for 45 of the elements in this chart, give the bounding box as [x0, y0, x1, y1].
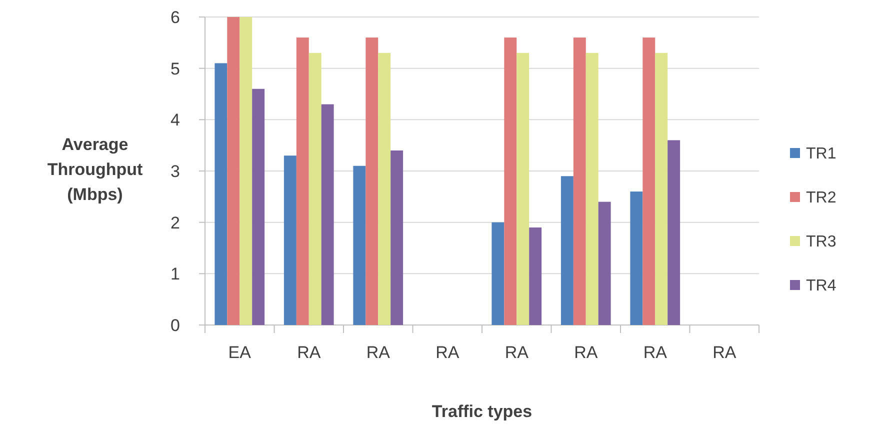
bar — [284, 156, 296, 325]
y-tick-label: 4 — [170, 110, 180, 130]
y-tick-label: 1 — [170, 264, 180, 284]
y-tick-label: 3 — [170, 162, 180, 181]
bar — [252, 88, 265, 325]
x-tick-label: RA — [504, 343, 530, 362]
bar — [390, 150, 404, 325]
bar — [586, 52, 598, 325]
x-tick-label: RA — [366, 343, 391, 362]
bar — [655, 52, 668, 325]
y-tick-label: 6 — [170, 8, 180, 27]
y-axis-title: Average Throughput (Mbps) — [47, 135, 144, 204]
bar — [573, 38, 586, 325]
bar — [366, 38, 378, 325]
x-tick-label: RA — [297, 343, 322, 362]
bar — [321, 104, 334, 325]
x-tick-label: RA — [436, 343, 460, 362]
bar — [240, 17, 252, 325]
bar — [227, 17, 240, 325]
bar — [516, 52, 530, 325]
bar — [214, 63, 228, 325]
bar — [353, 166, 366, 325]
bar — [668, 140, 680, 325]
legend-label: TR4 — [806, 278, 836, 295]
legend-label: TR1 — [806, 146, 836, 163]
x-tick-label: RA — [643, 343, 668, 362]
bar — [378, 52, 391, 325]
bar — [504, 38, 517, 325]
bar — [529, 227, 542, 325]
bar — [296, 38, 309, 325]
legend-label: TR2 — [806, 190, 836, 207]
x-tick-label: RA — [712, 343, 737, 362]
x-tick-label: EA — [228, 343, 252, 362]
y-tick-label: 2 — [170, 213, 180, 232]
bar — [492, 222, 504, 325]
x-axis-title: Traffic types — [432, 402, 532, 421]
bar — [560, 176, 574, 325]
y-tick-label: 0 — [170, 316, 180, 335]
bar — [642, 38, 656, 325]
bar — [308, 52, 322, 325]
legend-label: TR3 — [806, 234, 836, 251]
bar — [630, 192, 643, 325]
y-tick-label: 5 — [170, 59, 180, 78]
bar — [598, 202, 611, 325]
x-tick-label: RA — [574, 343, 598, 362]
